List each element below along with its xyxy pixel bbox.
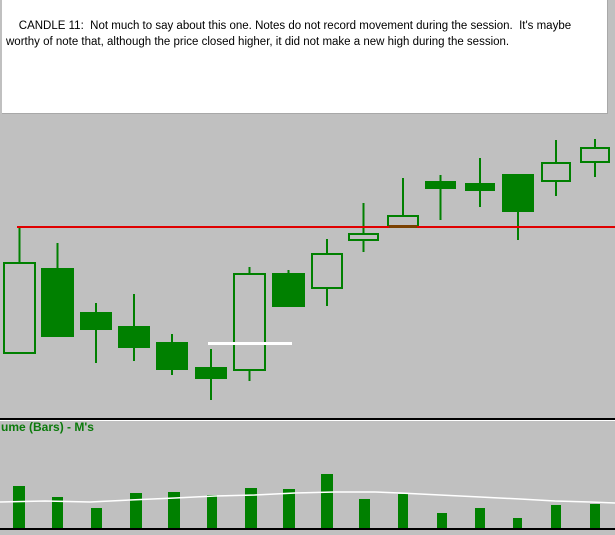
volume-bar (513, 518, 522, 529)
volume-bar (207, 495, 217, 529)
volume-bar (475, 508, 485, 529)
candle-body (195, 367, 227, 379)
volume-bar (590, 504, 600, 529)
volume-bar (321, 474, 333, 529)
volume-bar (551, 505, 561, 529)
white-marker-line (208, 342, 292, 345)
candle-body (580, 147, 610, 163)
volume-bar (437, 513, 447, 529)
pane-separator-shadow (0, 418, 615, 420)
volume-bar (283, 489, 295, 529)
volume-bar (359, 499, 370, 529)
candle-body (233, 273, 266, 371)
candle-body (465, 183, 495, 191)
candle-body (3, 262, 36, 354)
volume-bar (52, 497, 63, 529)
candle-body (156, 342, 188, 370)
volume-bar (168, 492, 180, 529)
volume-bar (245, 488, 257, 529)
candle-body (348, 233, 379, 241)
candle-body (541, 162, 571, 182)
pane-separator-highlight (0, 420, 615, 421)
candle-body (272, 273, 305, 307)
candle-note-panel[interactable]: CANDLE 11: Not much to say about this on… (2, 0, 608, 114)
candle-body (118, 326, 150, 348)
candle-body (311, 253, 343, 289)
red-reference-line (17, 226, 615, 228)
volume-bar (130, 493, 142, 529)
chart-bottom-border (0, 528, 615, 530)
volume-bar (398, 494, 408, 529)
volume-ma-line (0, 491, 615, 504)
volume-bar (91, 508, 102, 529)
candle-body (80, 312, 112, 330)
volume-bar (13, 486, 25, 529)
note-text: CANDLE 11: Not much to say about this on… (6, 20, 575, 48)
candle-body (502, 174, 534, 212)
volume-pane-label: ume (Bars) - M's (1, 420, 94, 434)
candle-body (41, 268, 74, 337)
candle-body (425, 181, 456, 189)
candle11-overlap-mark (389, 225, 417, 228)
